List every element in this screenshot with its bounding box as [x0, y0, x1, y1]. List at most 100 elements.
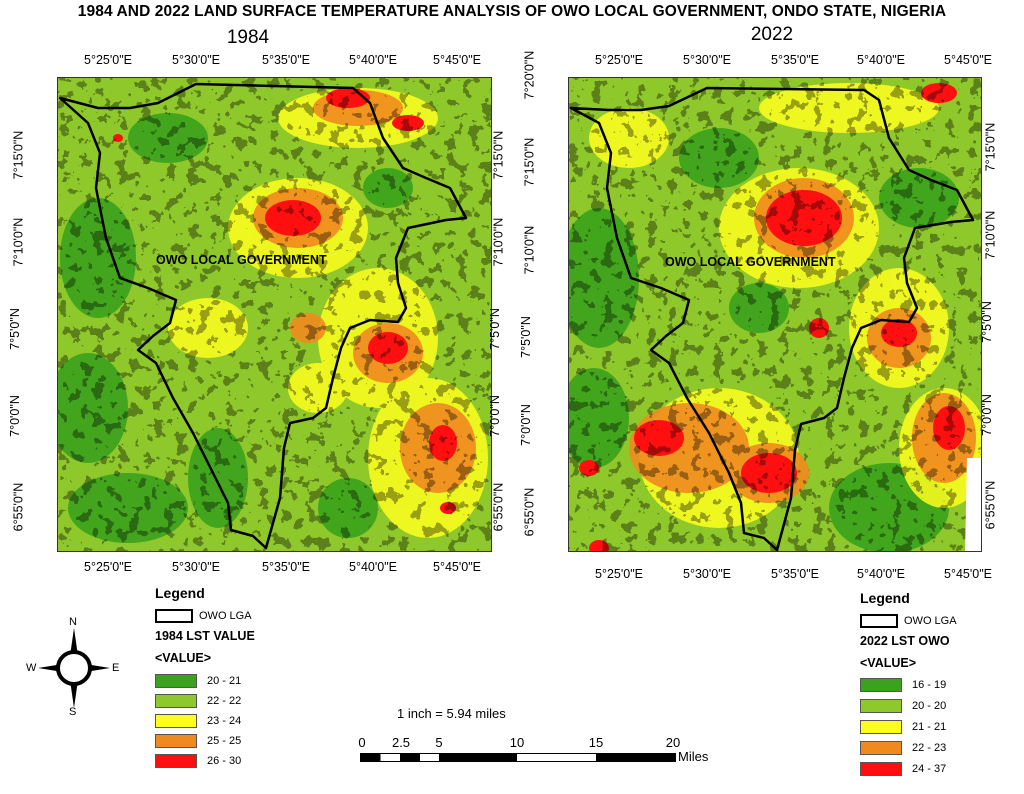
map-2022-region-label: OWO LOCAL GOVERNMENT [665, 255, 836, 269]
map-1984-right-tick: 7°15'0"N [491, 130, 506, 180]
legend-2022: Legend OWO LGA 2022 LST OWO <VALUE> 16 -… [860, 590, 1010, 779]
scale-tick: 20 [665, 735, 681, 750]
map-1984-top-tick: 5°35'0"E [262, 53, 310, 67]
legend-swatch [860, 719, 902, 734]
legend-2022-class: 21 - 21 [860, 716, 1010, 737]
legend-class-label: 23 - 24 [207, 715, 242, 727]
legend-swatch [155, 694, 197, 708]
legend-2022-class: 20 - 20 [860, 695, 1010, 716]
legend-1984-boundary-label: OWO LGA [199, 610, 252, 622]
legend-2022-class: 24 - 37 [860, 758, 1010, 779]
map-2022-bottom-tick: 5°35'0"E [771, 567, 819, 581]
map-2022-top-tick: 5°45'0"E [944, 53, 992, 67]
map-2022-top-tick: 5°25'0"E [595, 53, 643, 67]
compass-s-label: S [69, 706, 77, 718]
map-2022-right-tick: 7°5'0"N [979, 301, 994, 343]
map-1984-svg [58, 78, 491, 551]
map-2022-right-tick: 6°55'0"N [983, 480, 998, 530]
scale-unit: Miles [678, 749, 709, 764]
map-2022-right-tick: 7°0'0"N [979, 394, 994, 436]
legend-1984-class: 25 - 25 [155, 731, 335, 751]
map-2022-left-tick: 7°15'0"N [522, 137, 537, 187]
legend-1984-boundary: OWO LGA [155, 609, 335, 623]
legend-2022-value-header: <VALUE> [860, 656, 917, 670]
map-1984-right-tick: 7°10'0"N [491, 217, 506, 267]
legend-2022-class: 22 - 23 [860, 737, 1010, 758]
legend-swatch [155, 674, 197, 688]
map-1984-left-tick: 7°0'0"N [7, 395, 22, 437]
map-2022-bottom-tick: 5°45'0"E [944, 567, 992, 581]
legend-1984-class: 20 - 21 [155, 671, 335, 691]
legend-class-label: 22 - 23 [912, 741, 947, 754]
map-2022-raster: OWO LOCAL GOVERNMENT [568, 77, 982, 552]
map-2022-left-tick: 7°20'0"N [522, 50, 537, 100]
compass-w-label: W [26, 662, 37, 674]
map-1984-bottom-tick: 5°35'0"E [262, 560, 310, 574]
compass-icon [38, 628, 110, 708]
map-1984-left-tick: 7°15'0"N [11, 130, 26, 180]
legend-class-label: 26 - 30 [207, 755, 242, 767]
map-2022-top-tick: 5°35'0"E [771, 53, 819, 67]
map-2022-year: 2022 [750, 24, 794, 45]
legend-2022-class: 16 - 19 [860, 674, 1010, 695]
compass-e-label: E [112, 662, 120, 674]
map-1984-top-tick: 5°25'0"E [84, 53, 132, 67]
map-2022-right-tick: 7°10'0"N [983, 210, 998, 260]
map-1984-top-tick: 5°45'0"E [433, 53, 481, 67]
legend-2022-boundary: OWO LGA [860, 614, 1010, 628]
map-1984-left-tick: 7°10'0"N [11, 217, 26, 267]
map-2022-right-tick: 7°15'0"N [983, 122, 998, 172]
map-2022-lga-boundary [569, 86, 975, 551]
legend-1984-class: 26 - 30 [155, 751, 335, 771]
legend-1984-value-header: <VALUE> [155, 651, 212, 665]
scale-tick: 0 [358, 735, 366, 750]
legend-1984-title: Legend [155, 585, 205, 601]
map-title: 1984 AND 2022 LAND SURFACE TEMPERATURE A… [77, 3, 947, 20]
scale-bar-graphic [360, 753, 676, 762]
map-2022-left-tick: 7°10'0"N [522, 225, 537, 275]
legend-class-label: 24 - 37 [912, 762, 947, 775]
legend-class-label: 21 - 21 [912, 720, 947, 733]
map-2022-svg [569, 78, 981, 551]
map-1984-year: 1984 [226, 27, 270, 48]
legend-2022-layer-title: 2022 LST OWO [860, 634, 950, 648]
map-2022-left-tick: 7°0'0"N [518, 404, 533, 446]
map-2022-bottom-tick: 5°40'0"E [857, 567, 905, 581]
legend-class-label: 16 - 19 [912, 678, 947, 691]
legend-swatch [155, 734, 197, 748]
map-2022-top-tick: 5°40'0"E [857, 53, 905, 67]
map-2022-top-tick: 5°30'0"E [683, 53, 731, 67]
map-1984-right-tick: 7°0'0"N [487, 395, 502, 437]
legend-1984-boundary-swatch [155, 609, 193, 623]
legend-swatch [860, 698, 902, 713]
legend-class-label: 20 - 21 [207, 675, 242, 687]
map-1984-right-tick: 6°55'0"N [491, 482, 506, 532]
legend-2022-boundary-swatch [860, 614, 898, 628]
legend-swatch [860, 740, 902, 755]
map-1984-left-tick: 7°5'0"N [7, 308, 22, 350]
legend-swatch [155, 714, 197, 728]
map-2022-bottom-tick: 5°30'0"E [683, 567, 731, 581]
map-1984-bottom-tick: 5°40'0"E [349, 560, 397, 574]
legend-2022-title: Legend [860, 590, 910, 606]
legend-1984: Legend OWO LGA 1984 LST VALUE <VALUE> 20… [155, 585, 335, 771]
legend-swatch [155, 754, 197, 768]
legend-class-label: 25 - 25 [207, 735, 242, 747]
north-arrow: N S W E [24, 616, 124, 718]
legend-2022-boundary-label: OWO LGA [904, 615, 957, 627]
map-1984-right-tick: 7°5'0"N [487, 308, 502, 350]
map-2022-bottom-tick: 5°25'0"E [595, 567, 643, 581]
map-1984-top-tick: 5°40'0"E [349, 53, 397, 67]
map-1984-lga-boundary [58, 82, 468, 550]
legend-swatch [860, 761, 902, 776]
scale-ratio: 1 inch = 5.94 miles [397, 706, 506, 721]
scale-tick: 10 [509, 735, 525, 750]
map-1984-raster: OWO LOCAL GOVERNMENT [57, 77, 492, 552]
map-1984-region-label: OWO LOCAL GOVERNMENT [156, 253, 327, 267]
map-2022-left-tick: 6°55'0"N [522, 487, 537, 537]
legend-class-label: 22 - 22 [207, 695, 242, 707]
scale-tick: 2.5 [391, 735, 411, 750]
scale-tick: 5 [435, 735, 443, 750]
legend-class-label: 20 - 20 [912, 699, 947, 712]
map-1984-bottom-tick: 5°45'0"E [433, 560, 481, 574]
